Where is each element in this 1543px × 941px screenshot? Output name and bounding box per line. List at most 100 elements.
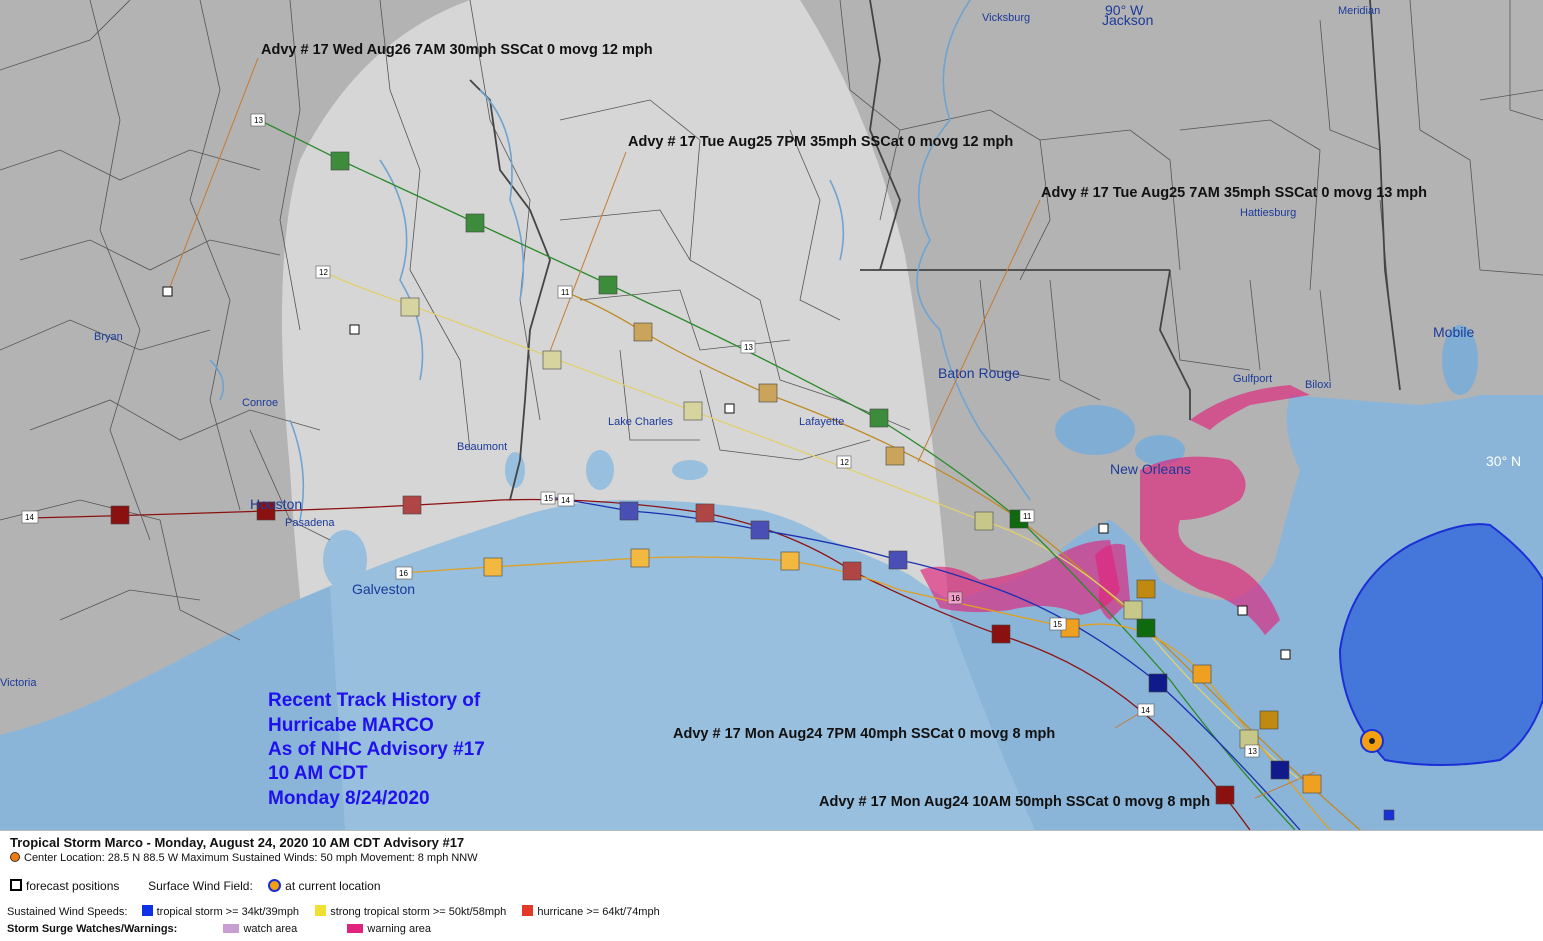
hurricane-swatch [522,905,534,916]
track-label-11b: 11 [1019,509,1035,523]
svg-text:13: 13 [744,343,753,352]
track-label-13b: 13 [740,340,756,354]
track-label-12b: 12 [836,455,852,469]
track-label-16b: 16 [947,591,963,605]
city-meridian: Meridian [1338,5,1380,17]
advisory-label-tue-7pm: Advy # 17 Tue Aug25 7PM 35mph SSCat 0 mo… [628,134,1013,150]
advisory-label-mon-10am: Advy # 17 Mon Aug24 10AM 50mph SSCat 0 m… [819,794,1210,810]
svg-text:11: 11 [561,288,570,297]
forecast-position-markers [110,151,1395,821]
track-label-14b: 14 [557,493,575,507]
track-label-14: 14 [21,510,39,524]
city-beaumont: Beaumont [457,441,507,453]
at-current-location-label: at current location [285,879,381,893]
map-legend: Tropical Storm Marco - Monday, August 24… [0,830,1543,941]
track-label-15b: 15 [1049,617,1067,631]
galveston-bay [323,530,367,590]
svg-text:Recent Track History of: Recent Track History of [268,690,481,711]
storm-track-map: 11 11 12 12 13 13 13 14 14 14 15 15 16 1… [0,0,1543,830]
center-location-text: Center Location: 28.5 N 88.5 W Maximum S… [24,852,478,864]
advisory-label-mon-7pm: Advy # 17 Mon Aug24 7PM 40mph SSCat 0 mo… [673,726,1055,742]
track-label-13: 13 [250,113,266,127]
track-history-caption: Recent Track History of Hurricabe MARCO … [268,690,485,809]
wind-field [1338,523,1543,766]
svg-text:10 AM CDT: 10 AM CDT [268,763,368,784]
city-bryan: Bryan [94,331,123,343]
state-borders [469,0,1401,501]
tropical-storm-label: tropical storm >= 34kt/39mph [156,906,300,918]
hurricane-label: hurricane >= 64kt/74mph [537,906,660,918]
strong-tropical-storm-label: strong tropical storm >= 50kt/58mph [330,906,507,918]
open-position-squares [162,286,1291,660]
city-pasadena: Pasadena [285,517,335,529]
warning-area-swatch [347,924,364,933]
advisory-label-tue-7am: Advy # 17 Tue Aug25 7AM 35mph SSCat 0 mo… [1041,185,1427,201]
surface-wind-label: Surface Wind Field: [148,879,253,893]
track-label-16: 16 [395,566,413,580]
warning-area-label: warning area [367,923,431,935]
legend-forecast-row: forecast positions Surface Wind Field: a… [10,879,381,893]
track-label-14c: 14 [1137,703,1155,717]
mobile-bay [1442,325,1478,395]
svg-text:13: 13 [254,116,263,125]
legend-wind-speeds-row: Sustained Wind Speeds: tropical storm >=… [7,905,660,918]
svg-text:As of NHC Advisory #17: As of NHC Advisory #17 [268,739,485,760]
svg-text:14: 14 [25,513,34,522]
city-conroe: Conroe [242,397,278,409]
svg-text:11: 11 [1023,512,1032,521]
track-label-15: 15 [540,491,556,505]
svg-text:13: 13 [1248,747,1257,756]
storm-center-icon [1360,729,1384,753]
rivers [209,0,1031,521]
wind-field-legend-icon [268,879,282,892]
storm-surge-label: Storm Surge Watches/Warnings: [7,923,178,935]
tropical-storm-swatch [141,905,153,916]
watch-area-swatch [223,924,240,933]
svg-text:15: 15 [1053,620,1062,629]
city-labels: Vicksburg Jackson Meridian Hattiesburg M… [0,5,1474,689]
legend-title: Tropical Storm Marco - Monday, August 24… [10,835,465,850]
city-biloxi: Biloxi [1305,379,1331,391]
svg-text:12: 12 [319,268,328,277]
city-gulfport: Gulfport [1233,373,1272,385]
city-galveston: Galveston [352,581,415,597]
city-lafayette: Lafayette [799,416,844,428]
advisory-label-wed-7am: Advy # 17 Wed Aug26 7AM 30mph SSCat 0 mo… [261,42,653,58]
city-mobile: Mobile [1433,324,1474,340]
legend-surge-row: Storm Surge Watches/Warnings: watch area… [7,923,431,935]
storm-surge-warning-area [920,385,1310,635]
forecast-position-legend-icon [10,879,22,891]
latitude-label: 30° N [1486,453,1521,469]
svg-text:14: 14 [561,496,570,505]
storm-center-legend-icon [10,852,20,862]
track-label-11: 11 [557,285,573,299]
strong-tropical-storm-swatch [315,905,327,916]
sustained-wind-label: Sustained Wind Speeds: [7,906,128,918]
gulf-water-dark-west [0,587,345,830]
track-label-12: 12 [315,265,331,279]
svg-text:15: 15 [544,494,553,503]
svg-text:12: 12 [840,458,849,467]
lake-borgne [1135,435,1185,465]
city-new-orleans: New Orleans [1110,461,1191,477]
svg-text:Monday 8/24/2020: Monday 8/24/2020 [268,788,430,809]
svg-text:16: 16 [951,594,960,603]
city-hattiesburg: Hattiesburg [1240,207,1296,219]
watch-area-label: watch area [243,923,298,935]
city-houston: Houston [250,496,302,512]
city-jackson: Jackson [1102,12,1153,28]
track-15 [549,496,1301,830]
legend-center-line: Center Location: 28.5 N 88.5 W Maximum S… [10,852,478,864]
city-lake-charles: Lake Charles [608,416,673,428]
grand-lake [672,460,708,480]
forecast-positions-label: forecast positions [26,879,120,893]
svg-text:14: 14 [1141,706,1150,715]
track-12 [319,269,1301,781]
advisory-labels: Advy # 17 Wed Aug26 7AM 30mph SSCat 0 mo… [261,42,1427,810]
city-victoria: Victoria [0,677,37,689]
lake-pontchartrain [1055,405,1135,455]
track-label-13c: 13 [1244,744,1260,758]
svg-text:Hurricabe MARCO: Hurricabe MARCO [268,715,434,736]
svg-text:16: 16 [399,569,408,578]
